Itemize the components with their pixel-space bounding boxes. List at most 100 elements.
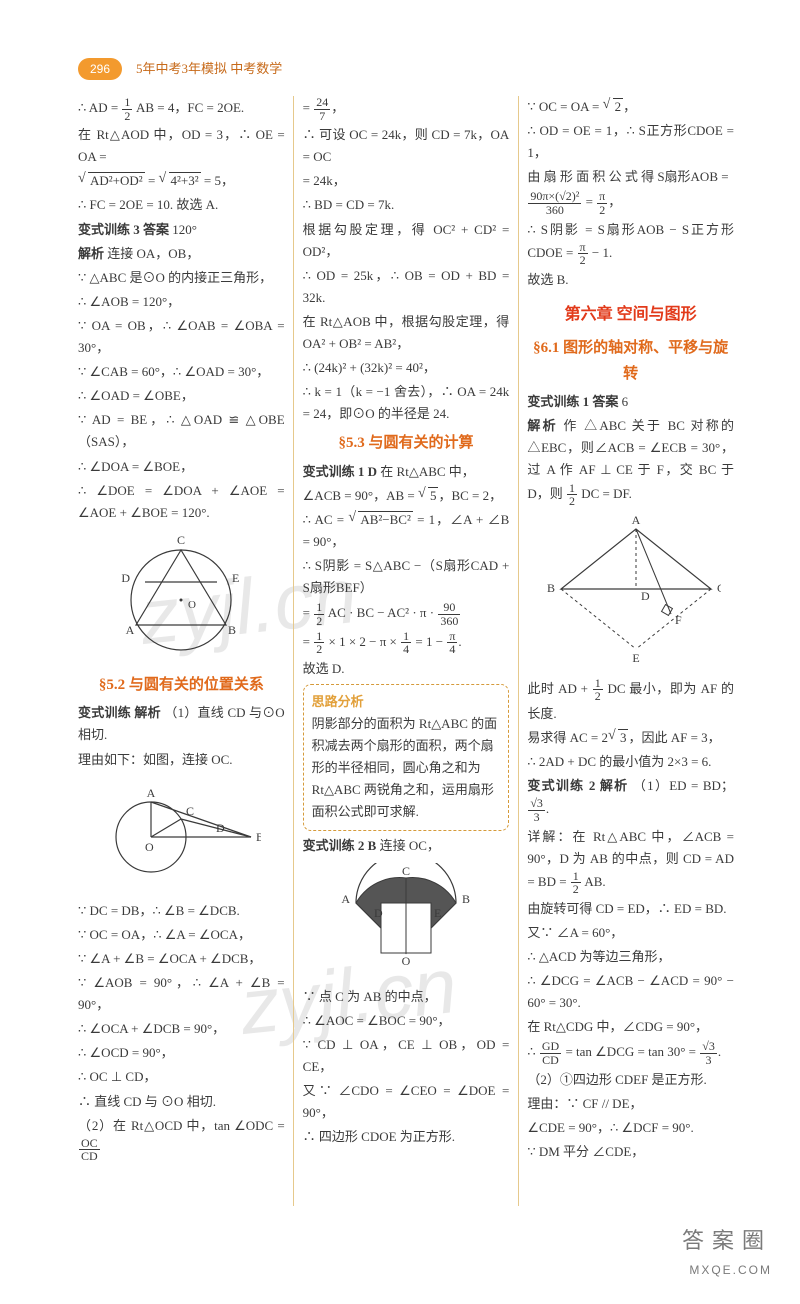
figure-circle-tangent: A C D B O — [78, 777, 285, 894]
book-title: 5年中考3年模拟 中考数学 — [136, 58, 282, 80]
svg-text:O: O — [402, 954, 411, 968]
math-line: ∴ △ACD 为等边三角形， — [527, 946, 734, 968]
main-content: ∴ AD = 12 AB = 4，FC = 2OE. 在 Rt△AOD 中，OD… — [78, 96, 734, 1206]
svg-text:C: C — [177, 533, 185, 547]
variant-2: 变式训练 2 解析 （1）ED = BD；√33. — [527, 775, 734, 823]
math-line: ∵ △ABC 是⊙O 的内接正三角形， — [78, 267, 285, 289]
svg-text:E: E — [632, 651, 639, 664]
math-line: ∴ ∠OCA + ∠DCB = 90°， — [78, 1018, 285, 1040]
math-line: ∴ OC ⊥ CD， — [78, 1066, 285, 1088]
math-line: ∵ ∠AOB = 90°，∴ ∠A + ∠B = 90°， — [78, 972, 285, 1016]
math-line: ∵ OC = OA，∴ ∠A = ∠OCA， — [78, 924, 285, 946]
math-line: 理由：∵ CF // DE， — [527, 1093, 734, 1115]
math-line: ∴ ∠OAD = ∠OBE， — [78, 385, 285, 407]
section-5-3-title: §5.3 与圆有关的计算 — [303, 431, 510, 457]
svg-text:A: A — [631, 514, 640, 527]
variant-1: 变式训练 1 答案 6 — [527, 391, 734, 413]
section-5-2-title: §5.2 与圆有关的位置关系 — [78, 673, 285, 699]
math-line: 在 Rt△AOD 中，OD = 3，∴ OE = OA = — [78, 124, 285, 168]
math-line: ∵ 点 C 为 AB 的中点， — [303, 986, 510, 1008]
math-line: ∴ ∠OCD = 90°， — [78, 1042, 285, 1064]
math-line: ∴ (24k)² + (32k)² = 40²， — [303, 357, 510, 379]
math-line: ∴ 2AD + DC 的最小值为 2×3 = 6. — [527, 751, 734, 773]
figure-circle-triangle: C D E A B O — [78, 530, 285, 667]
math-line: ∴ ∠DCG = ∠ACB − ∠ACD = 90° − 60° = 30°. — [527, 970, 734, 1014]
svg-text:O: O — [188, 599, 196, 611]
math-line: ∵ ∠A + ∠B = ∠OCA + ∠DCB， — [78, 948, 285, 970]
math-line: ∴ FC = 2OE = 10. 故选 A. — [78, 194, 285, 216]
math-line: 故选 D. — [303, 658, 510, 680]
math-line: AD²+OD² = 4²+3² = 5， — [78, 170, 285, 192]
math-line: （2）在 Rt△OCD 中，tan ∠ODC = OCCD — [78, 1115, 285, 1163]
footer-logo: 答案圈 MXQE.COM — [682, 1222, 772, 1280]
svg-text:D: D — [374, 906, 383, 920]
math-line: ∵ DM 平分 ∠CDE， — [527, 1141, 734, 1163]
math-line: 易求得 AC = 23，因此 AF = 3， — [527, 727, 734, 749]
math-line: ∴ ∠DOE = ∠DOA + ∠AOE = ∠AOE + ∠BOE = 120… — [78, 480, 285, 524]
math-line: ∴ OD = 25k，∴ OB = OD + BD = 32k. — [303, 265, 510, 309]
math-line: ∴ AD = 12 AB = 4，FC = 2OE. — [78, 96, 285, 122]
svg-text:A: A — [126, 623, 135, 637]
math-line: ∠ACB = 90°，AB = 5，BC = 2， — [303, 485, 510, 507]
svg-text:B: B — [462, 892, 470, 906]
svg-text:B: B — [256, 830, 261, 844]
math-line: 90π×(√2)²360 = π2， — [527, 190, 734, 216]
svg-text:C: C — [186, 804, 194, 818]
math-line: ∴ OD = OE = 1，∴ S正方形CDOE = 1， — [527, 120, 734, 164]
math-line: ∠CDE = 90°，∴ ∠DCF = 90°. — [527, 1117, 734, 1139]
svg-text:A: A — [147, 786, 156, 800]
svg-text:F: F — [675, 613, 682, 627]
math-line: 由旋转可得 CD = ED，∴ ED = BD. — [527, 898, 734, 920]
math-line: ∴ GDCD = tan ∠DCG = tan 30° = √33. — [527, 1040, 734, 1066]
math-line: 理由如下：如图，连接 OC. — [78, 749, 285, 771]
svg-text:O: O — [145, 840, 154, 854]
svg-text:D: D — [122, 571, 131, 585]
analysis-text: 阴影部分的面积为 Rt△ABC 的面积减去两个扇形的面积，两个扇形的半径相同，圆… — [312, 713, 501, 823]
math-line: 根据勾股定理，得 OC² + CD² = OD²， — [303, 219, 510, 263]
analysis-box: 思路分析 阴影部分的面积为 Rt△ABC 的面积减去两个扇形的面积，两个扇形的半… — [303, 684, 510, 831]
math-line: ∵ DC = DB，∴ ∠B = ∠DCB. — [78, 900, 285, 922]
svg-text:C: C — [402, 864, 410, 878]
svg-text:A: A — [341, 892, 350, 906]
variant-line: 变式训练 解析 （1）直线 CD 与⊙O 相切. — [78, 702, 285, 746]
svg-text:D: D — [216, 821, 225, 835]
math-line: ∴ k = 1（k = −1 舍去），∴ OA = 24k = 24，即⊙O 的… — [303, 381, 510, 425]
figure-reflection-triangle: A B C D F E — [527, 514, 734, 671]
page-header: 296 5年中考3年模拟 中考数学 — [78, 58, 282, 80]
math-line: 在 Rt△AOB 中，根据勾股定理，得 OA² + OB² = AB²， — [303, 311, 510, 355]
math-line: = 12 × 1 × 2 − π × 14 = 1 − π4. — [303, 630, 510, 656]
math-line: ∵ CD ⊥ OA，CE ⊥ OB，OD = CE， — [303, 1034, 510, 1078]
math-line: 又∵ ∠CDO = ∠CEO = ∠DOE = 90°， — [303, 1080, 510, 1124]
math-line: 故选 B. — [527, 269, 734, 291]
analysis-line: 解析 作 △ABC 关于 BC 对称的 △EBC，则∠ACB = ∠ECB = … — [527, 415, 734, 507]
math-line: ∴ ∠AOB = 120°， — [78, 291, 285, 313]
variant-2: 变式训练 2 B 连接 OC， — [303, 835, 510, 857]
math-line: ∴ 四边形 CDOE 为正方形. — [303, 1126, 510, 1148]
math-line: ∴ ∠DOA = ∠BOE， — [78, 456, 285, 478]
chapter-6-title: 第六章 空间与图形 — [527, 301, 734, 328]
variant-1: 变式训练 1 D 在 Rt△ABC 中， — [303, 461, 510, 483]
math-line: ∵ OC = OA = 2， — [527, 96, 734, 118]
math-line: ∵ OA = OB，∴ ∠OAB = ∠OBA = 30°， — [78, 315, 285, 359]
math-line: ∴ AC = AB²−BC² = 1，∠A + ∠B = 90°， — [303, 509, 510, 553]
svg-text:B: B — [547, 581, 555, 595]
math-line: ∴ S阴影 = S△ABC −（S扇形CAD + S扇形BEF） — [303, 555, 510, 599]
math-line: 此时 AD + 12 DC 最小，即为 AF 的长度. — [527, 677, 734, 725]
page-number-badge: 296 — [78, 58, 122, 80]
math-line: = 24k， — [303, 170, 510, 192]
figure-sector-square: A B C D E O — [303, 863, 510, 980]
math-line: 由 扇 形 面 积 公 式 得 S扇形AOB = — [527, 166, 734, 188]
svg-text:E: E — [434, 906, 441, 920]
math-line: ∵ AD = BE，∴ △OAD ≌ △OBE（SAS）， — [78, 409, 285, 453]
math-line: 详解：在 Rt△ABC 中，∠ACB = 90°，D 为 AB 的中点，则 CD… — [527, 826, 734, 896]
analysis-label: 思路分析 — [312, 691, 501, 713]
math-line: 在 Rt△CDG 中，∠CDG = 90°， — [527, 1016, 734, 1038]
svg-text:B: B — [228, 623, 236, 637]
math-line: = 12 AC · BC − AC² · π · 90360 — [303, 601, 510, 627]
footer-cn: 答案圈 — [682, 1222, 772, 1259]
variant-3: 变式训练 3 答案 120° — [78, 219, 285, 241]
math-line: ∴ 直线 CD 与 ⊙O 相切. — [78, 1091, 285, 1113]
math-line: （2）①四边形 CDEF 是正方形. — [527, 1069, 734, 1091]
math-line: ∴ BD = CD = 7k. — [303, 194, 510, 216]
math-line: 又∵ ∠A = 60°， — [527, 922, 734, 944]
